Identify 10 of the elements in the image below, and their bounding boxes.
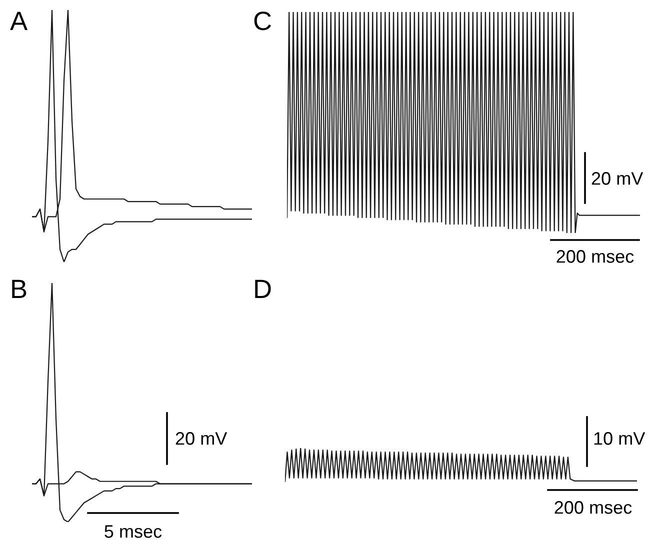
chart-title: A <box>10 12 28 30</box>
text: 5 msec <box>104 525 162 538</box>
text: 10 mV <box>594 432 646 445</box>
chart-title: C <box>254 12 272 30</box>
annotation: 20 mV <box>176 432 228 445</box>
annotation: 20 mV <box>592 172 644 185</box>
text: 200 msec <box>554 501 632 514</box>
chart-title: D <box>255 280 271 298</box>
text: 200 msec <box>556 250 634 263</box>
chart-title: B <box>12 280 26 298</box>
